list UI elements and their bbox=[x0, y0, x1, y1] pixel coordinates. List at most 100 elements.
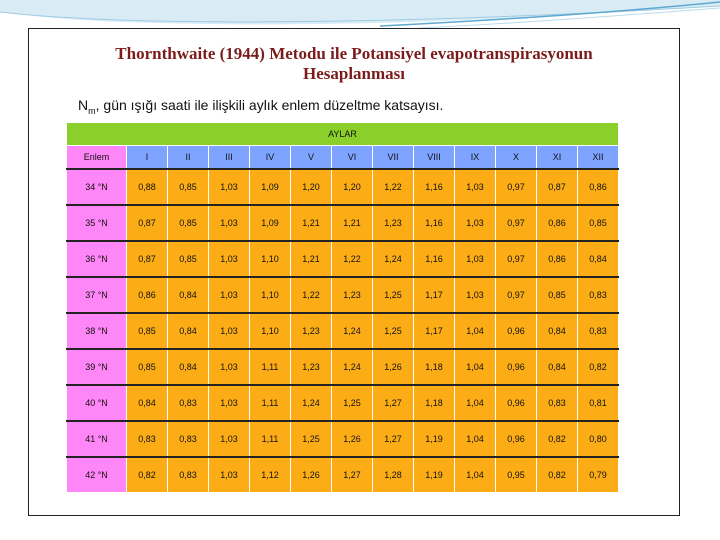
coefficient-cell: 0,83 bbox=[167, 420, 209, 458]
coefficient-cell: 0,84 bbox=[536, 348, 578, 386]
table-row: 34 °N 0,88 0,85 1,03 1,09 1,20 1,20 1,22 1,16 1,0… bbox=[66, 168, 619, 206]
coefficient-cell: 1,16 bbox=[413, 240, 455, 278]
coefficient-cell: 0,88 bbox=[126, 168, 168, 206]
latitude-cell: 39 °N bbox=[66, 348, 127, 386]
coefficient-cell: 0,82 bbox=[536, 420, 578, 458]
coefficient-cell: 0,84 bbox=[167, 276, 209, 314]
coefficient-cell: 1,17 bbox=[413, 312, 455, 350]
coefficient-cell: 0,85 bbox=[126, 312, 168, 350]
coefficient-cell: 1,22 bbox=[331, 240, 373, 278]
coefficient-cell: 1,19 bbox=[413, 456, 455, 493]
table-row: 39 °N 0,85 0,84 1,03 1,11 1,23 1,24 1,26 1,18 1,0… bbox=[66, 348, 619, 386]
coefficient-cell: 0,96 bbox=[495, 348, 537, 386]
coefficient-cell: 1,03 bbox=[208, 348, 250, 386]
coefficient-cell: 0,84 bbox=[577, 240, 619, 278]
month-header-cell: III bbox=[208, 145, 250, 170]
latitude-cell: 34 °N bbox=[66, 168, 127, 206]
coefficient-cell: 1,03 bbox=[208, 168, 250, 206]
coefficient-cell: 0,86 bbox=[126, 276, 168, 314]
coefficient-cell: 0,87 bbox=[536, 168, 578, 206]
coefficient-cell: 0,87 bbox=[126, 240, 168, 278]
coefficient-cell: 1,11 bbox=[249, 420, 291, 458]
coefficient-cell: 1,11 bbox=[249, 348, 291, 386]
coefficient-cell: 0,96 bbox=[495, 312, 537, 350]
coefficient-cell: 1,24 bbox=[331, 312, 373, 350]
coefficient-cell: 1,25 bbox=[372, 312, 414, 350]
coefficient-cell: 0,83 bbox=[536, 384, 578, 422]
coefficient-cell: 0,95 bbox=[495, 456, 537, 493]
month-header-row: Enlem I II III IV V VI VII VIII IX X XI XII bbox=[66, 145, 619, 170]
coefficient-cell: 0,85 bbox=[536, 276, 578, 314]
coefficient-cell: 0,97 bbox=[495, 240, 537, 278]
coefficient-cell: 1,03 bbox=[454, 240, 496, 278]
coefficient-cell: 1,10 bbox=[249, 312, 291, 350]
coefficient-cell: 1,22 bbox=[372, 168, 414, 206]
coefficient-cell: 1,09 bbox=[249, 204, 291, 242]
coefficient-cell: 1,03 bbox=[208, 384, 250, 422]
coefficient-cell: 1,25 bbox=[290, 420, 332, 458]
coefficient-cell: 1,04 bbox=[454, 312, 496, 350]
aylar-header: AYLAR bbox=[66, 122, 619, 146]
coefficient-cell: 1,25 bbox=[372, 276, 414, 314]
coefficient-cell: 1,28 bbox=[372, 456, 414, 493]
month-header-cell: IV bbox=[249, 145, 291, 170]
coefficient-cell: 0,83 bbox=[577, 312, 619, 350]
coefficient-cell: 1,04 bbox=[454, 420, 496, 458]
coefficient-cell: 1,26 bbox=[290, 456, 332, 493]
coefficient-cell: 0,84 bbox=[536, 312, 578, 350]
table-row: 40 °N 0,84 0,83 1,03 1,11 1,24 1,25 1,27 1,18 1,0… bbox=[66, 384, 619, 422]
latitude-cell: 35 °N bbox=[66, 204, 127, 242]
coefficient-cell: 1,23 bbox=[331, 276, 373, 314]
coefficient-cell: 0,96 bbox=[495, 420, 537, 458]
coefficient-cell: 1,11 bbox=[249, 384, 291, 422]
coefficient-cell: 1,03 bbox=[208, 420, 250, 458]
coefficient-cell: 1,04 bbox=[454, 384, 496, 422]
coefficient-cell: 0,96 bbox=[495, 384, 537, 422]
table-row: 36 °N 0,87 0,85 1,03 1,10 1,21 1,22 1,24 1,16 1,0… bbox=[66, 240, 619, 278]
coefficient-cell: 1,20 bbox=[331, 168, 373, 206]
coefficient-cell: 1,23 bbox=[290, 348, 332, 386]
table-caption: Nm, gün ışığı saati ile ilişkili aylık e… bbox=[78, 97, 443, 116]
coefficient-cell: 0,79 bbox=[577, 456, 619, 493]
coefficient-cell: 0,97 bbox=[495, 276, 537, 314]
correction-table-wrap: AYLAR Enlem I II III IV V VI VII VIII IX X XI XII 3… bbox=[66, 122, 619, 493]
slide-title: Thornthwaite (1944) Metodu ile Potansiye… bbox=[28, 44, 680, 84]
coefficient-cell: 1,04 bbox=[454, 456, 496, 493]
coefficient-cell: 1,10 bbox=[249, 240, 291, 278]
coefficient-cell: 0,83 bbox=[167, 384, 209, 422]
coefficient-cell: 1,03 bbox=[454, 204, 496, 242]
coefficient-cell: 0,80 bbox=[577, 420, 619, 458]
month-header-cell: I bbox=[126, 145, 168, 170]
coefficient-cell: 1,03 bbox=[208, 276, 250, 314]
coefficient-cell: 0,83 bbox=[126, 420, 168, 458]
coefficient-cell: 0,82 bbox=[577, 348, 619, 386]
coefficient-cell: 0,85 bbox=[577, 204, 619, 242]
coefficient-cell: 1,03 bbox=[208, 240, 250, 278]
month-header-cell: II bbox=[167, 145, 209, 170]
coefficient-cell: 0,81 bbox=[577, 384, 619, 422]
table-row: 42 °N 0,82 0,83 1,03 1,12 1,26 1,27 1,28 1,19 1,0… bbox=[66, 456, 619, 493]
coefficient-cell: 1,12 bbox=[249, 456, 291, 493]
coefficient-cell: 1,03 bbox=[208, 312, 250, 350]
latitude-cell: 38 °N bbox=[66, 312, 127, 350]
coefficient-cell: 1,21 bbox=[290, 204, 332, 242]
coefficient-cell: 1,21 bbox=[290, 240, 332, 278]
month-header-cell: IX bbox=[454, 145, 496, 170]
coefficient-cell: 0,85 bbox=[167, 204, 209, 242]
coefficient-cell: 1,26 bbox=[372, 348, 414, 386]
coefficient-cell: 0,87 bbox=[126, 204, 168, 242]
coefficient-cell: 0,85 bbox=[167, 240, 209, 278]
coefficient-cell: 0,82 bbox=[536, 456, 578, 493]
title-line-1: Thornthwaite (1944) Metodu ile Potansiye… bbox=[115, 44, 593, 63]
coefficient-cell: 1,25 bbox=[331, 384, 373, 422]
caption-symbol: N bbox=[78, 97, 89, 113]
coefficient-cell: 0,86 bbox=[577, 168, 619, 206]
coefficient-cell: 0,85 bbox=[126, 348, 168, 386]
coefficient-cell: 1,24 bbox=[331, 348, 373, 386]
coefficient-cell: 0,84 bbox=[167, 312, 209, 350]
coefficient-cell: 1,19 bbox=[413, 420, 455, 458]
month-header-cell: VI bbox=[331, 145, 373, 170]
month-header-cell: XI bbox=[536, 145, 578, 170]
latitude-cell: 40 °N bbox=[66, 384, 127, 422]
coefficient-cell: 1,27 bbox=[331, 456, 373, 493]
